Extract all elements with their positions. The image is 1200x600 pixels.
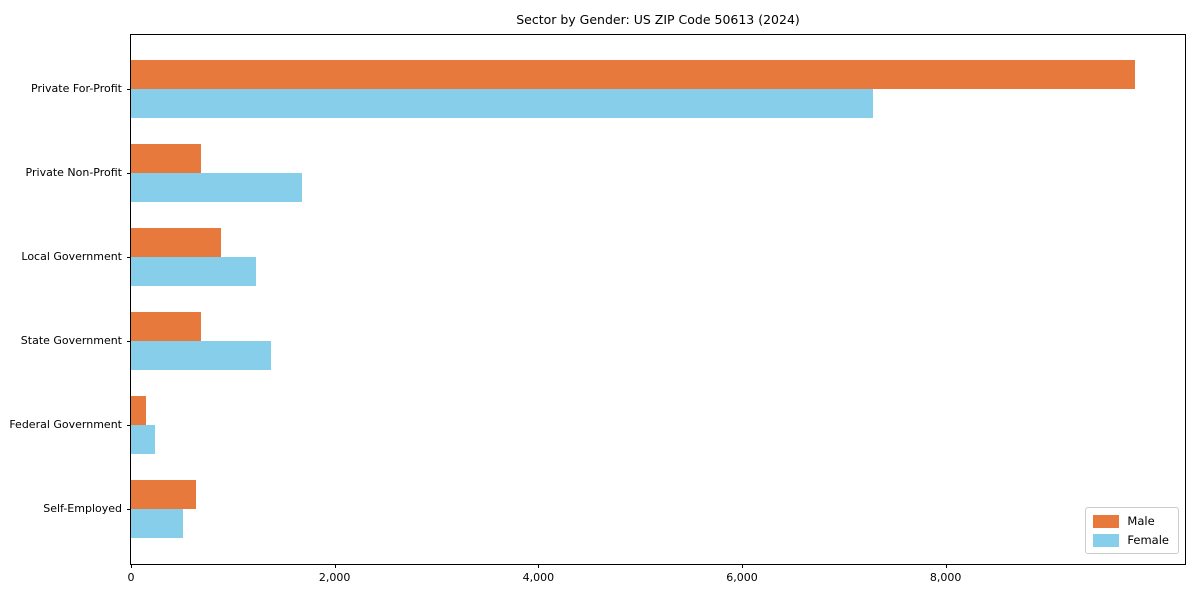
x-axis-tick [131, 564, 132, 568]
bar-male-1 [131, 60, 1136, 89]
legend-swatch-male [1093, 514, 1120, 528]
bar-male-3 [131, 228, 221, 257]
y-axis-tick [127, 89, 131, 90]
legend-swatch-female [1093, 533, 1120, 547]
y-axis-label-6: Self-Employed [43, 502, 122, 515]
y-axis-tick [127, 425, 131, 426]
x-axis-tick-label-1: 0 [127, 571, 135, 584]
x-axis-tick-label-4: 6,000 [726, 571, 758, 584]
plot-area: Private For-Profit Private Non-Profit Loca… [9, 34, 1186, 584]
legend-label-male: Male [1127, 514, 1155, 528]
y-axis-label-1: Private For-Profit [31, 82, 122, 95]
x-axis-tick [742, 564, 743, 568]
bar-female-5 [131, 425, 155, 454]
x-axis-tick-label-5: 8,000 [929, 571, 962, 584]
x-axis-tick [538, 564, 540, 568]
legend-item-female: Female [1093, 533, 1169, 547]
bar-male-6 [131, 480, 197, 509]
y-axis-tick [127, 257, 131, 258]
bar-female-1 [131, 89, 874, 118]
y-axis-label-3: Local Government [21, 250, 122, 263]
x-axis-tick-label-2: 2,000 [318, 571, 351, 584]
legend-label-female: Female [1127, 533, 1169, 547]
legend: Male Female [1085, 507, 1179, 554]
bar-male-2 [131, 144, 202, 173]
bar-female-3 [131, 257, 257, 286]
y-axis-label-5: Federal Government [9, 418, 122, 431]
y-axis-tick [127, 509, 131, 510]
chart-title: Sector by Gender: US ZIP Code 50613 (202… [516, 12, 800, 27]
x-axis-tick [945, 564, 947, 568]
bar-female-6 [131, 509, 183, 538]
legend-item-male: Male [1093, 514, 1169, 528]
y-axis-tick [127, 173, 131, 174]
y-axis-label-4: State Government [20, 334, 122, 347]
x-axis-tick-label-3: 4,000 [522, 571, 555, 584]
x-axis-tick [334, 564, 336, 568]
bar-male-5 [131, 396, 147, 425]
y-axis-label-2: Private Non-Profit [25, 166, 122, 179]
bar-male-4 [131, 312, 202, 341]
axis-layer: Private For-Profit Private Non-Profit Loca… [9, 35, 1185, 584]
bar-female-2 [131, 173, 303, 202]
y-axis-tick [127, 341, 131, 342]
bars-layer [131, 35, 1185, 564]
bar-female-4 [131, 341, 271, 370]
